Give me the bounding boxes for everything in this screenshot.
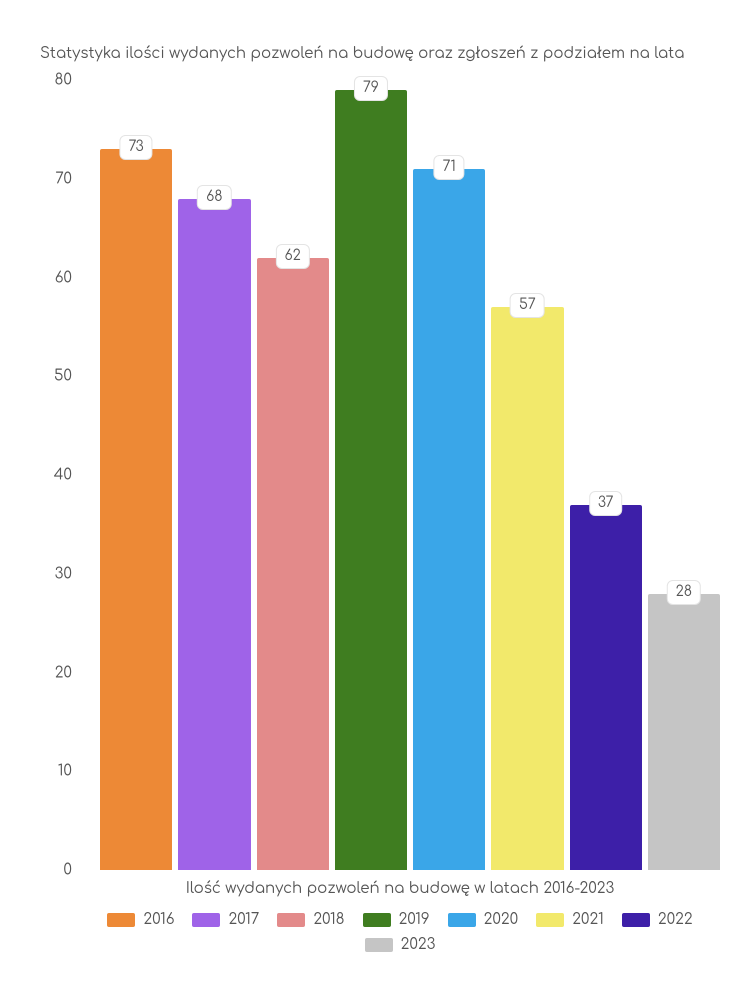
y-tick: 80: [40, 72, 72, 89]
bar-value-label: 68: [197, 185, 231, 210]
legend-swatch: [192, 913, 220, 927]
legend-item-2020: 2020: [448, 911, 519, 928]
legend-label: 2016: [143, 911, 174, 928]
bar-2020: 71: [413, 169, 485, 870]
legend-swatch: [536, 913, 564, 927]
legend: 2016 2017 2018 2019 2020 2021 2022 2023: [80, 911, 720, 953]
y-tick: 10: [40, 763, 72, 780]
legend-item-2019: 2019: [363, 911, 430, 928]
legend-swatch: [277, 913, 305, 927]
bar-2023: 28: [648, 594, 720, 871]
bar-chart: Statystyka ilości wydanych pozwoleń na b…: [40, 45, 720, 953]
y-axis: 01020304050607080: [40, 80, 80, 870]
bar-2017: 68: [178, 199, 250, 871]
bar-value-label: 62: [276, 244, 310, 269]
bar-value-label: 73: [120, 135, 153, 160]
bar-2016: 73: [100, 149, 172, 870]
bar-2022: 37: [570, 505, 642, 870]
bar-value-label: 28: [667, 580, 701, 605]
legend-item-2023: 2023: [365, 936, 436, 953]
legend-label: 2019: [399, 911, 430, 928]
y-tick: 30: [40, 565, 72, 582]
legend-label: 2018: [313, 911, 344, 928]
legend-item-2016: 2016: [107, 911, 174, 928]
bar-value-label: 57: [510, 293, 545, 318]
y-tick: 40: [40, 467, 72, 484]
legend-item-2017: 2017: [192, 911, 259, 928]
bar-2018: 62: [257, 258, 329, 870]
legend-item-2018: 2018: [277, 911, 344, 928]
legend-swatch: [363, 913, 391, 927]
legend-swatch: [365, 938, 393, 952]
y-tick: 0: [40, 862, 72, 879]
legend-item-2021: 2021: [536, 911, 604, 928]
y-tick: 20: [40, 664, 72, 681]
bar-value-label: 71: [434, 155, 465, 180]
legend-swatch: [107, 913, 135, 927]
legend-swatch: [448, 913, 476, 927]
bar-value-label: 37: [589, 491, 623, 516]
y-tick: 60: [40, 269, 72, 286]
bar-2019: 79: [335, 90, 407, 870]
x-axis-label: Ilość wydanych pozwoleń na budowę w lata…: [80, 880, 720, 897]
bar-value-label: 79: [354, 76, 388, 101]
legend-swatch: [622, 913, 650, 927]
y-tick: 70: [40, 170, 72, 187]
legend-label: 2021: [572, 911, 604, 928]
legend-label: 2022: [658, 911, 693, 928]
legend-label: 2020: [484, 911, 519, 928]
bar-2021: 57: [491, 307, 563, 870]
legend-label: 2017: [228, 911, 259, 928]
y-tick: 50: [40, 368, 72, 385]
bars-container: 7368627971573728: [100, 80, 720, 870]
legend-item-2022: 2022: [622, 911, 693, 928]
chart-title: Statystyka ilości wydanych pozwoleń na b…: [40, 45, 720, 62]
plot-area: 01020304050607080 7368627971573728: [80, 80, 720, 870]
legend-label: 2023: [401, 936, 436, 953]
